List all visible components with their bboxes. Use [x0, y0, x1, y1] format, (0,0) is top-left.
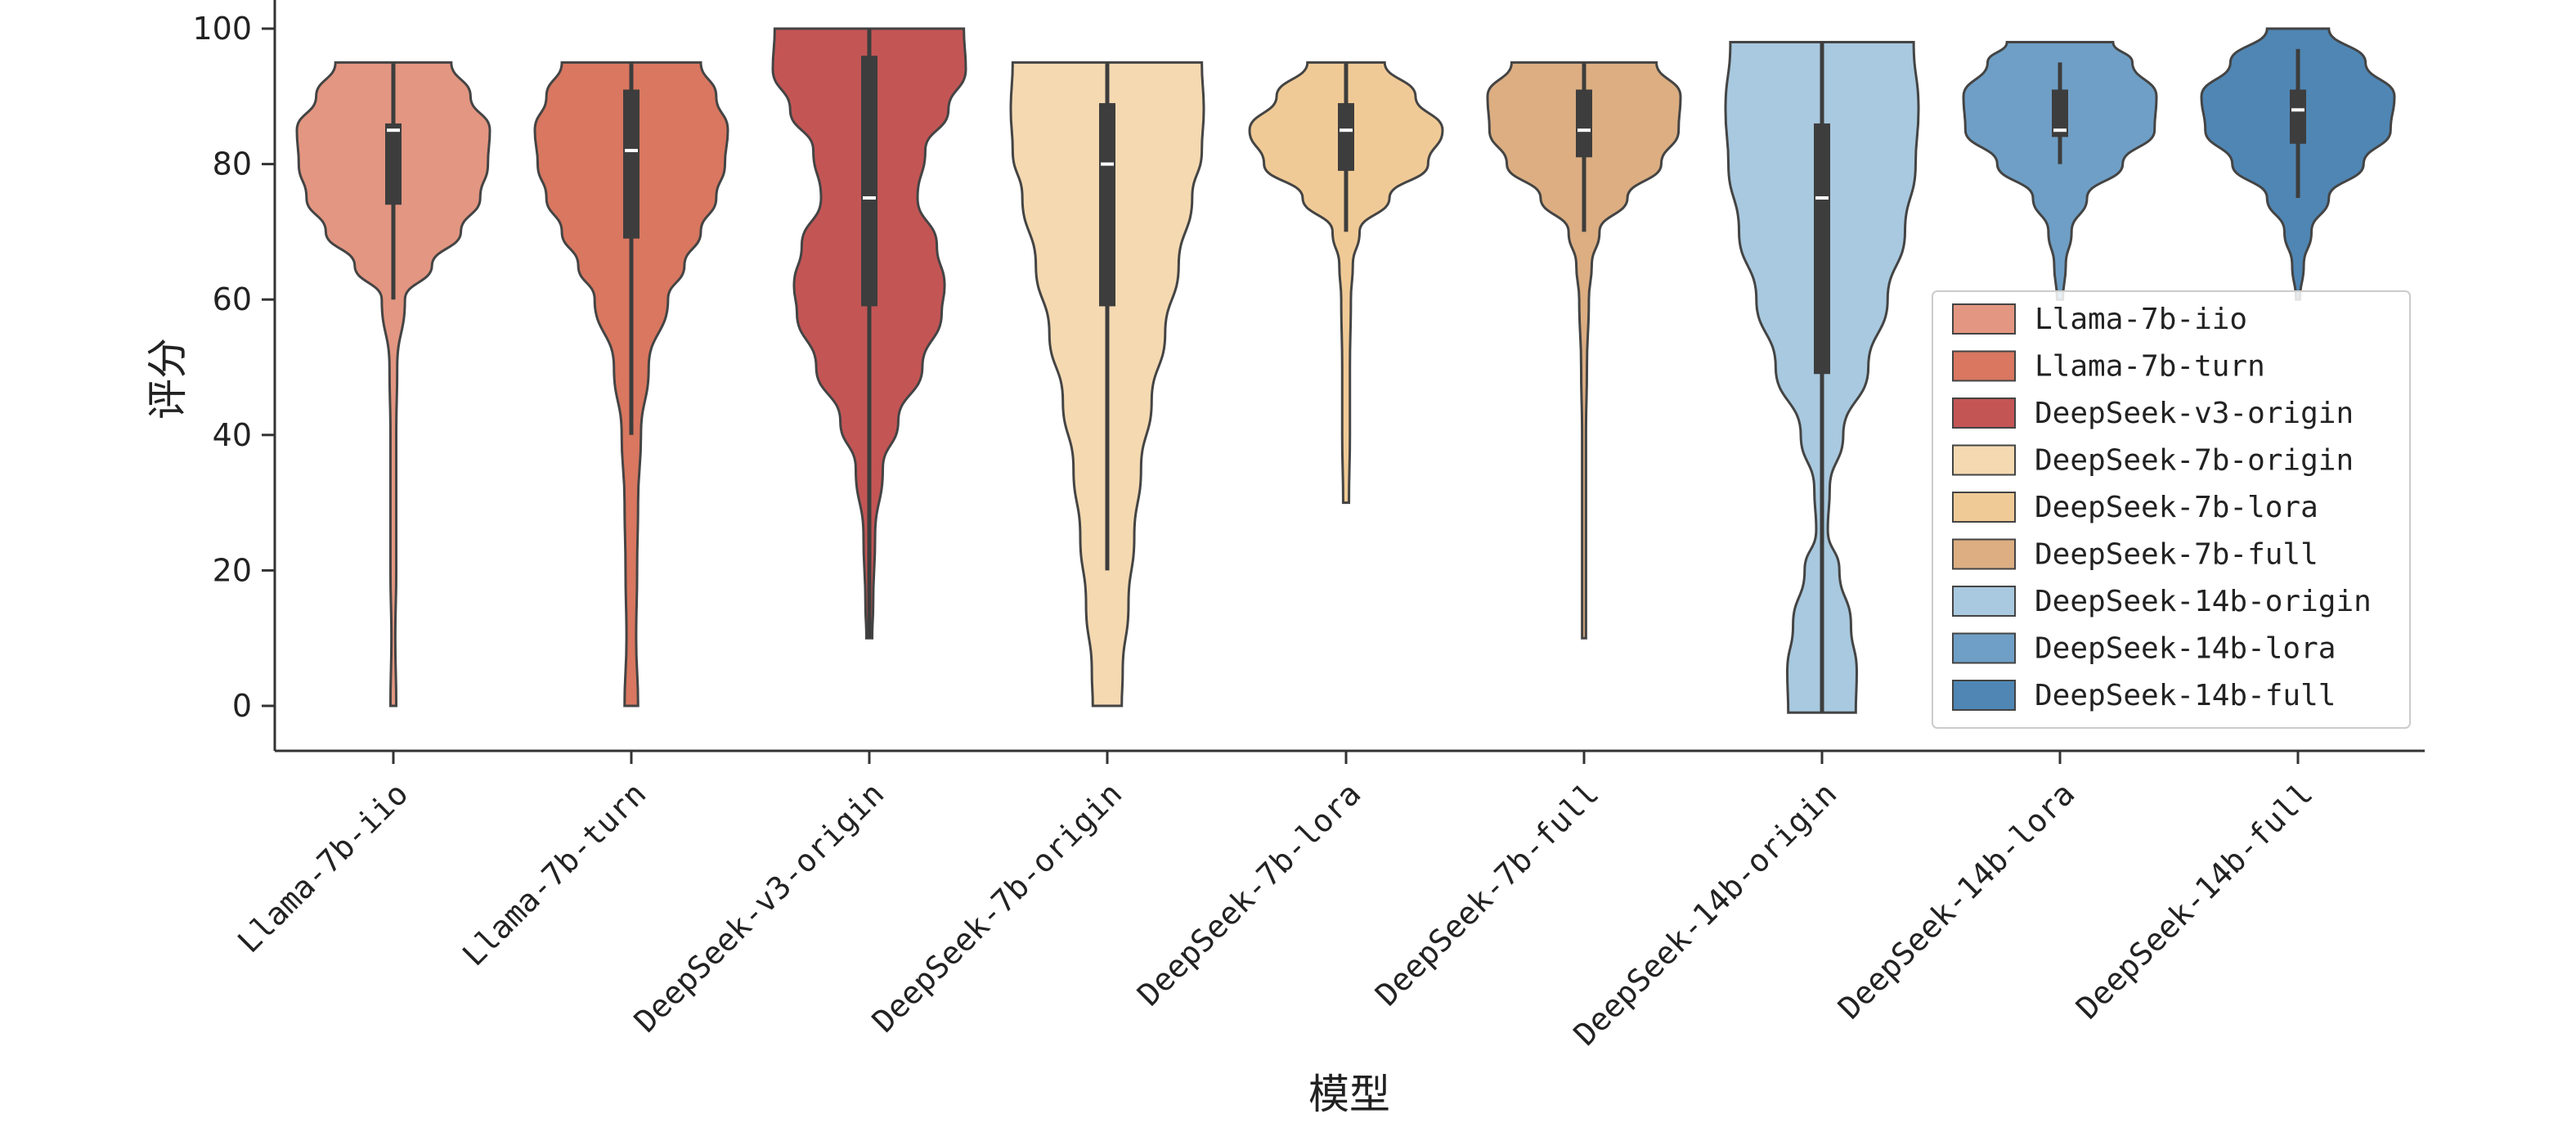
violin-iqr-box — [2052, 89, 2068, 137]
violin-iqr-box — [2290, 89, 2306, 144]
legend-label: DeepSeek-7b-lora — [2035, 491, 2318, 524]
legend-label: DeepSeek-14b-lora — [2035, 632, 2336, 666]
legend-label: DeepSeek-v3-origin — [2035, 397, 2354, 430]
legend-items: Llama-7b-iio Llama-7b-turn DeepSeek-v3-ori… — [1952, 303, 2372, 712]
legend-label: DeepSeek-7b-full — [2035, 538, 2318, 572]
x-tick-label: DeepSeek-7b-origin — [865, 775, 1129, 1039]
legend-swatch — [1952, 398, 2016, 429]
legend: Llama-7b-iio Llama-7b-turn DeepSeek-v3-ori… — [1932, 290, 2411, 729]
legend-swatch — [1952, 350, 2016, 382]
violin-DeepSeek-7b-lora — [1248, 61, 1444, 505]
violin-body — [1248, 61, 1444, 505]
y-ticks: 0 20 40 60 80 100 — [192, 11, 275, 724]
legend-label: DeepSeek-7b-origin — [2035, 444, 2354, 478]
y-axis-title: 评分 — [144, 338, 191, 420]
x-tick-label: DeepSeek-7b-full — [1368, 775, 1605, 1013]
violin-iqr-box — [1338, 103, 1354, 171]
legend-swatch — [1952, 492, 2016, 523]
x-axis-title: 模型 — [1308, 1071, 1390, 1118]
legend-frame — [1932, 290, 2411, 729]
violin-body — [295, 61, 491, 707]
violin-DeepSeek-7b-origin — [1009, 61, 1205, 707]
legend-swatch — [1952, 632, 2016, 664]
x-tick-label: DeepSeek-7b-lora — [1130, 775, 1367, 1013]
violin-DeepSeek-14b-full — [2200, 27, 2396, 301]
x-tick-label: DeepSeek-14b-origin — [1567, 775, 1843, 1052]
y-tick-label: 60 — [213, 281, 252, 317]
y-tick-label: 40 — [213, 417, 252, 453]
x-tick-label: Llama-7b-turn — [456, 775, 653, 973]
violin-iqr-box — [861, 56, 877, 307]
violin-Llama-7b-turn — [533, 61, 729, 707]
violin-iqr-box — [385, 123, 402, 205]
y-tick-label: 80 — [213, 146, 252, 182]
violin-iqr-box — [1576, 89, 1592, 158]
violin-body — [1486, 61, 1682, 640]
violin-iqr-box — [623, 89, 640, 239]
x-tick-label: DeepSeek-14b-lora — [1831, 775, 2081, 1026]
violin-DeepSeek-7b-full — [1486, 61, 1682, 640]
x-tick-label: Llama-7b-iio — [231, 775, 415, 959]
violin-Llama-7b-iio — [295, 61, 491, 707]
violin-body — [1962, 41, 2158, 301]
legend-label: DeepSeek-14b-full — [2035, 679, 2336, 712]
violin-iqr-box — [1814, 123, 1830, 375]
legend-label: DeepSeek-14b-origin — [2035, 585, 2372, 618]
violin-iqr-box — [1099, 103, 1115, 307]
legend-swatch — [1952, 680, 2016, 711]
violin-DeepSeek-14b-lora — [1962, 41, 2158, 301]
violin-DeepSeek-v3-origin — [771, 27, 967, 640]
x-ticks: Llama-7b-iio Llama-7b-turnDeepSeek-v3-ori… — [231, 751, 2319, 1053]
y-tick-label: 0 — [232, 688, 252, 724]
x-tick-label: DeepSeek-14b-full — [2069, 775, 2319, 1026]
y-tick-label: 100 — [192, 11, 252, 47]
x-tick-label: DeepSeek-v3-origin — [627, 775, 891, 1039]
violin-DeepSeek-14b-origin — [1724, 41, 1920, 714]
legend-label: Llama-7b-turn — [2035, 350, 2265, 384]
legend-swatch — [1952, 586, 2016, 617]
violin-group — [295, 27, 2396, 714]
legend-swatch — [1952, 444, 2016, 476]
legend-label: Llama-7b-iio — [2035, 303, 2247, 336]
legend-swatch — [1952, 538, 2016, 570]
legend-swatch — [1952, 303, 2016, 335]
y-tick-label: 20 — [213, 552, 252, 588]
